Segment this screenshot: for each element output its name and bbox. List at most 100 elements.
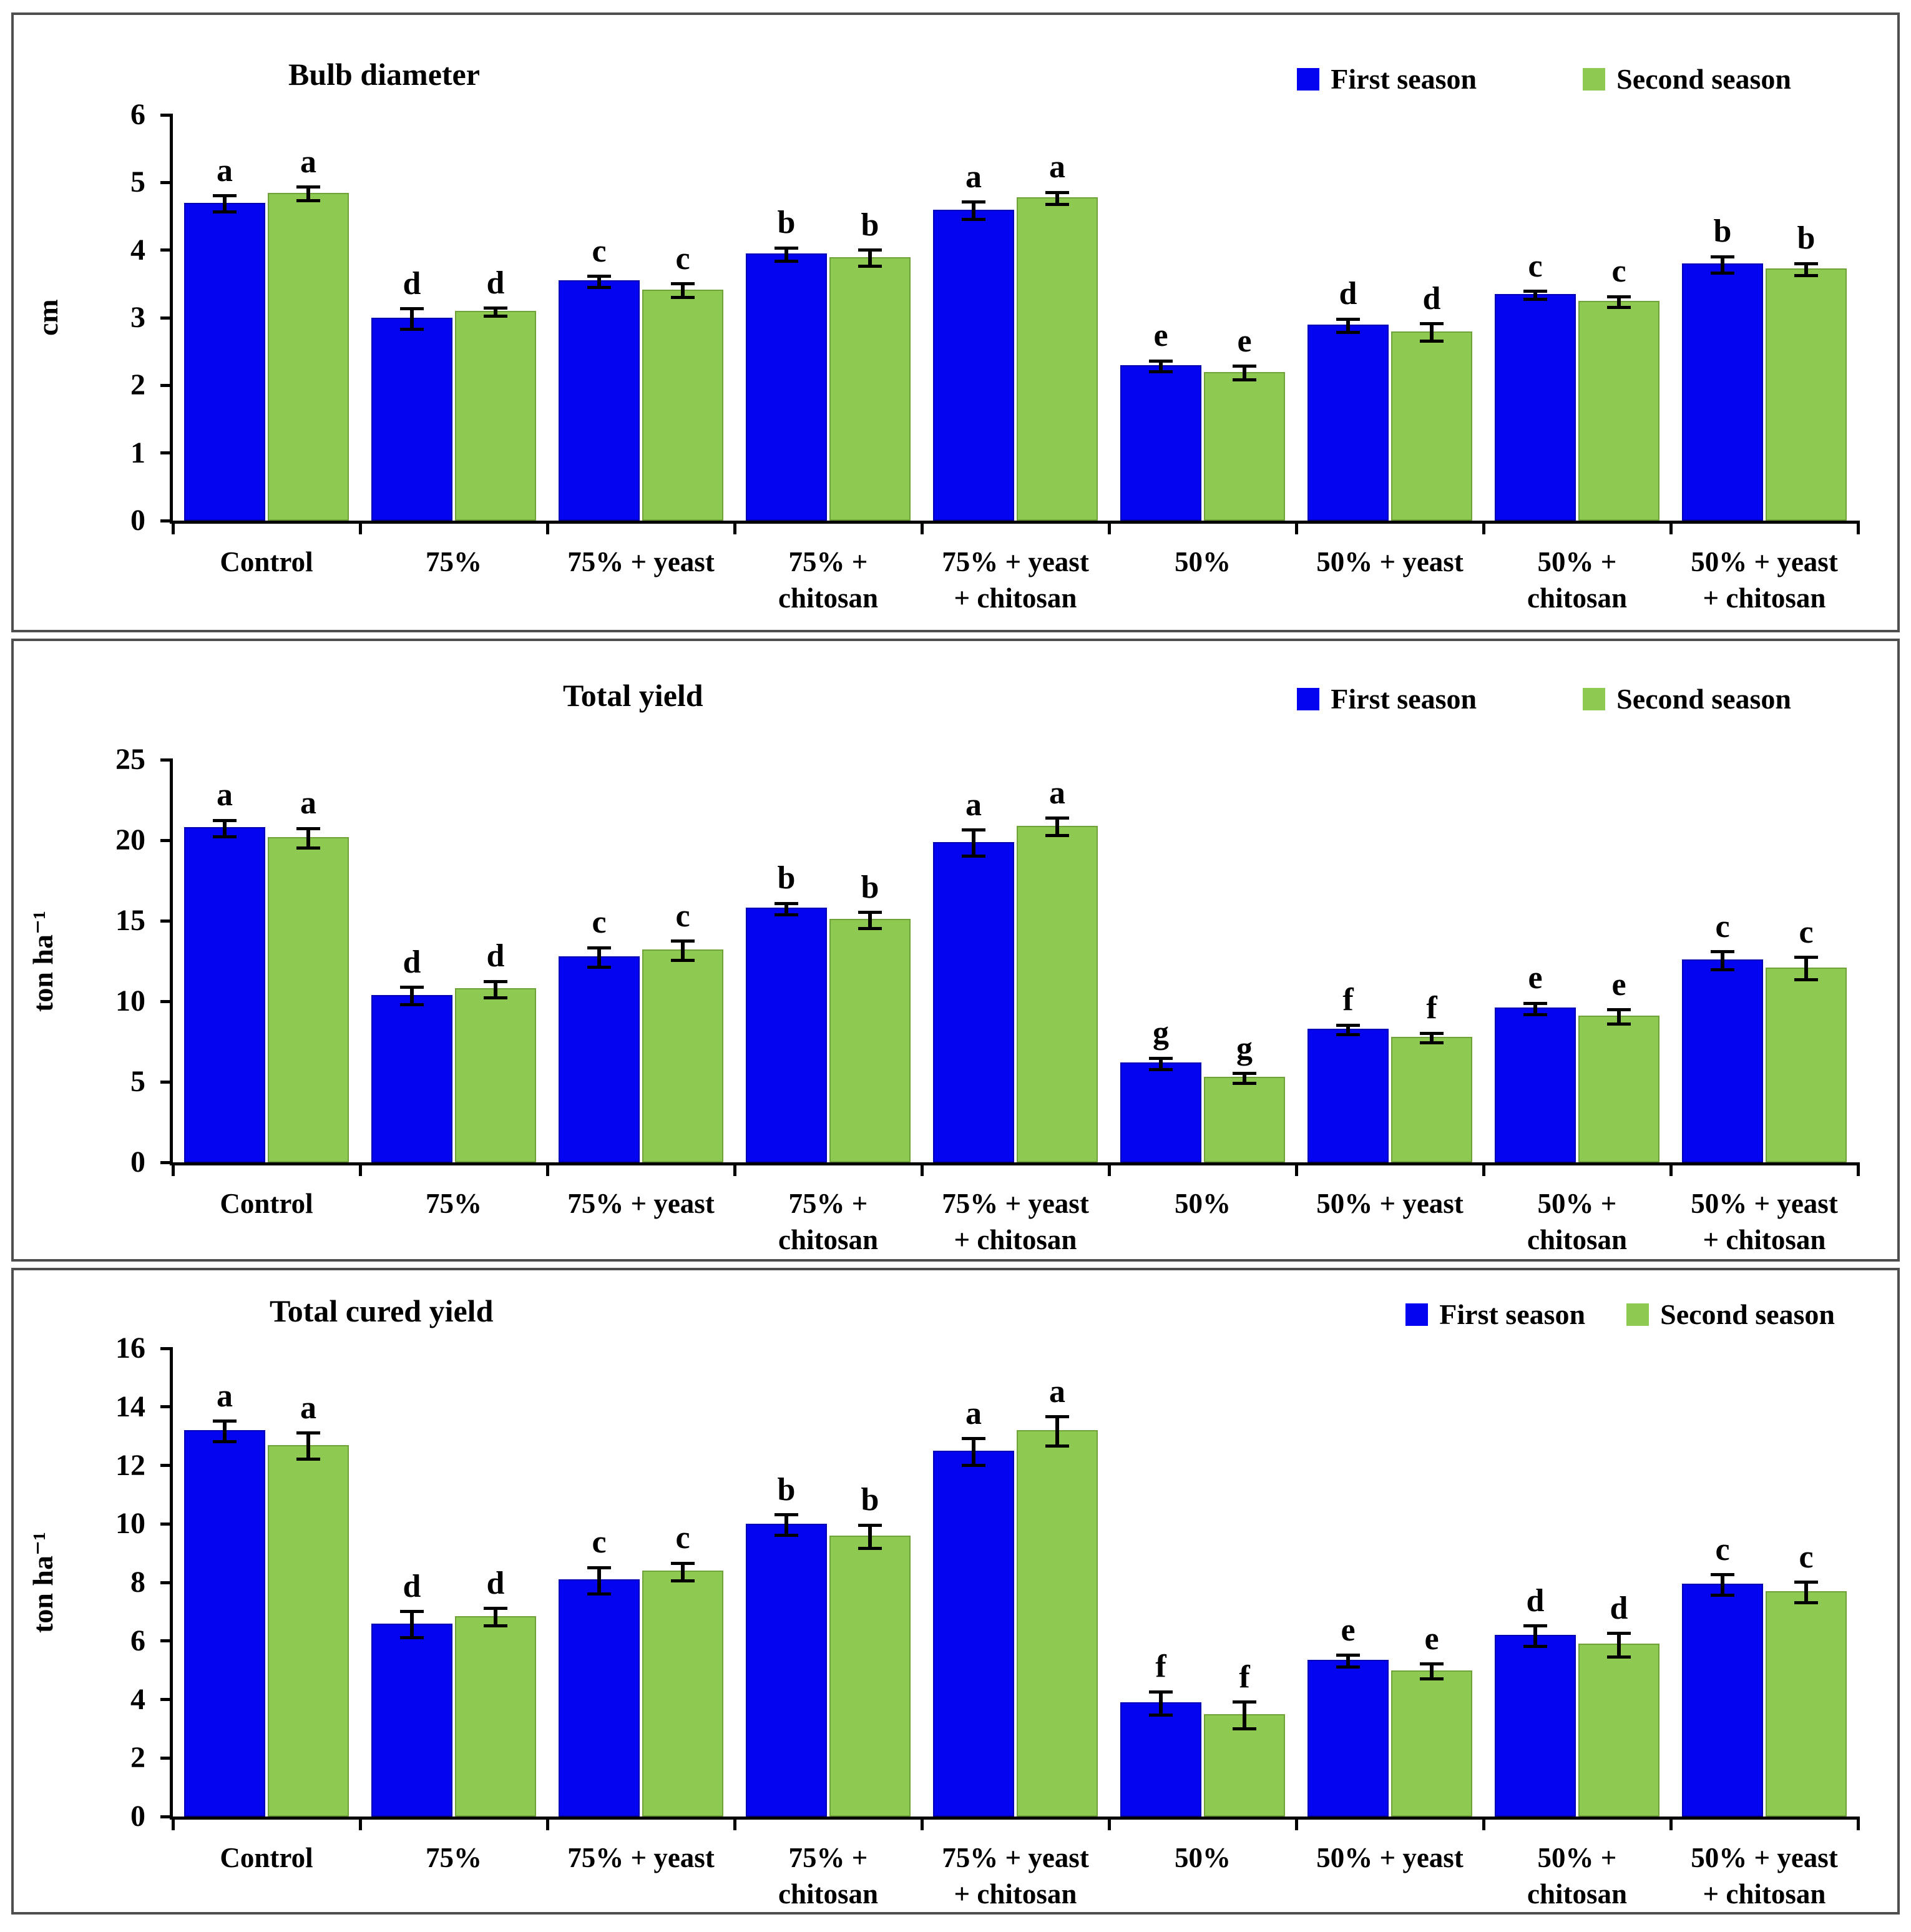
y-tick-label: 14 xyxy=(115,1390,145,1423)
bar-first-season: g xyxy=(1120,1017,1201,1162)
plot-area: 0 2 4 6 8 10 12 14 16 Control a a 75% d d 75% + yeast c c… xyxy=(115,1333,1860,1910)
panel-bulb-diameter: Bulb diameter First season Second season… xyxy=(11,12,1900,632)
figure: Bulb diameter First season Second season… xyxy=(0,12,1911,1915)
bar-first-season: c xyxy=(559,1526,640,1817)
plot-area: 0 1 2 3 4 5 6 Control a a 75% d d 75% + yeast c c 75% + … xyxy=(130,100,1860,614)
significance-letter: a xyxy=(1049,1373,1065,1410)
error-bar-top-cap xyxy=(1523,1001,1547,1005)
y-tick-mark xyxy=(160,1346,173,1350)
y-tick-mark xyxy=(160,838,173,842)
error-bar-top-cap xyxy=(1607,1632,1631,1635)
significance-letter: g xyxy=(1153,1015,1169,1051)
error-bar-bottom-cap xyxy=(775,260,798,263)
error-bar-bottom-cap xyxy=(1233,1727,1256,1730)
y-tick-mark xyxy=(160,1522,173,1526)
error-bar xyxy=(1721,951,1724,970)
significance-letter: d xyxy=(403,265,421,302)
error-bar-top-cap xyxy=(1523,1624,1547,1628)
y-tick-mark xyxy=(160,1405,173,1409)
error-bar-bottom-cap xyxy=(1711,968,1734,971)
error-bar xyxy=(1617,1009,1621,1024)
error-bar-bottom-cap xyxy=(1149,1067,1173,1071)
category-label: 50% + yeast + chitosan xyxy=(1691,1188,1838,1255)
bar-second-season: a xyxy=(1017,151,1098,521)
category-label: Control xyxy=(220,1188,313,1219)
significance-letter: e xyxy=(1237,323,1252,359)
bar-first-season: c xyxy=(1682,1533,1763,1817)
bar-second-season: c xyxy=(1578,255,1659,521)
error-bar xyxy=(1533,291,1537,300)
legend-label-second-season: Second season xyxy=(1616,63,1791,95)
error-bar-bottom-cap xyxy=(962,854,985,858)
y-tick-label: 16 xyxy=(115,1331,145,1365)
error-bar-top-cap xyxy=(587,275,611,278)
significance-letter: a xyxy=(217,777,233,813)
y-tick-label: 6 xyxy=(130,1624,145,1657)
bar-first-season: a xyxy=(184,1380,265,1817)
error-bar-bottom-cap xyxy=(1233,1081,1256,1085)
y-tick-mark xyxy=(160,919,173,923)
error-bar xyxy=(1721,257,1724,273)
bar-second-season: a xyxy=(1017,1375,1098,1817)
error-bar-bottom-cap xyxy=(400,1003,424,1007)
legend-label-first-season: First season xyxy=(1439,1298,1586,1330)
error-bar-top-cap xyxy=(484,979,507,983)
legend-item-first-season: First season xyxy=(1405,1298,1585,1331)
error-bar-bottom-cap xyxy=(400,1636,424,1640)
error-bar-top-cap xyxy=(1233,365,1256,368)
y-tick-mark xyxy=(160,519,173,522)
error-bar xyxy=(972,830,975,856)
error-bar-bottom-cap xyxy=(1045,834,1069,838)
bar-second-season: a xyxy=(268,1391,349,1817)
bar-second-season: a xyxy=(268,145,349,521)
y-tick-mark xyxy=(160,248,173,252)
category-label: 50% xyxy=(1175,1842,1231,1873)
error-bar-top-cap xyxy=(1607,295,1631,298)
bar-second-season: b xyxy=(1766,222,1847,521)
bar-second-season: e xyxy=(1204,325,1285,521)
error-bar-bottom-cap xyxy=(1336,331,1360,335)
significance-letter: d xyxy=(403,944,421,980)
error-bar-top-cap xyxy=(296,1431,320,1435)
legend-item-first-season: First season xyxy=(1297,682,1477,715)
second-season-swatch xyxy=(1626,1303,1650,1326)
error-bar-bottom-cap xyxy=(1149,1714,1173,1717)
category-label: 50% + yeast xyxy=(1316,1842,1464,1873)
bar-second-season: f xyxy=(1391,992,1472,1162)
bar-first-season: a xyxy=(933,1397,1014,1817)
error-bar xyxy=(681,941,685,961)
error-bar-bottom-cap xyxy=(1794,1601,1818,1604)
significance-letter: a xyxy=(300,1390,316,1426)
error-bar-top-cap xyxy=(1149,1690,1173,1694)
error-bar-bottom-cap xyxy=(484,1624,507,1628)
category-label: 75% + yeast + chitosan xyxy=(942,1188,1089,1255)
significance-letter: d xyxy=(486,938,505,974)
error-bar xyxy=(223,820,227,837)
y-axis-label: ton ha⁻¹ xyxy=(27,910,59,1012)
x-tick-mark xyxy=(171,1162,175,1176)
bar-second-season: d xyxy=(455,940,536,1162)
legend-item-second-season: Second season xyxy=(1583,682,1791,715)
error-bar-top-cap xyxy=(1233,1700,1256,1704)
error-bar-bottom-cap xyxy=(1794,274,1818,278)
error-bar-top-cap xyxy=(858,1523,882,1527)
error-bar xyxy=(494,981,497,998)
error-bar-top-cap xyxy=(1420,1662,1444,1666)
significance-letter: b xyxy=(861,1482,879,1518)
error-bar-bottom-cap xyxy=(775,913,798,916)
error-bar-bottom-cap xyxy=(858,265,882,268)
significance-letter: a xyxy=(965,787,982,823)
error-bar-bottom-cap xyxy=(400,327,424,331)
bar-second-season: d xyxy=(455,1567,536,1817)
error-bar-top-cap xyxy=(213,1420,237,1423)
plot-area: 0 5 10 15 20 25 Control a a 75% d d 75% + yeast c c 75%… xyxy=(115,745,1860,1255)
error-bar xyxy=(597,948,601,968)
error-bar-top-cap xyxy=(962,828,985,832)
significance-letter: d xyxy=(1610,1590,1628,1626)
error-bar-top-cap xyxy=(1233,1072,1256,1076)
significance-letter: b xyxy=(777,860,796,896)
